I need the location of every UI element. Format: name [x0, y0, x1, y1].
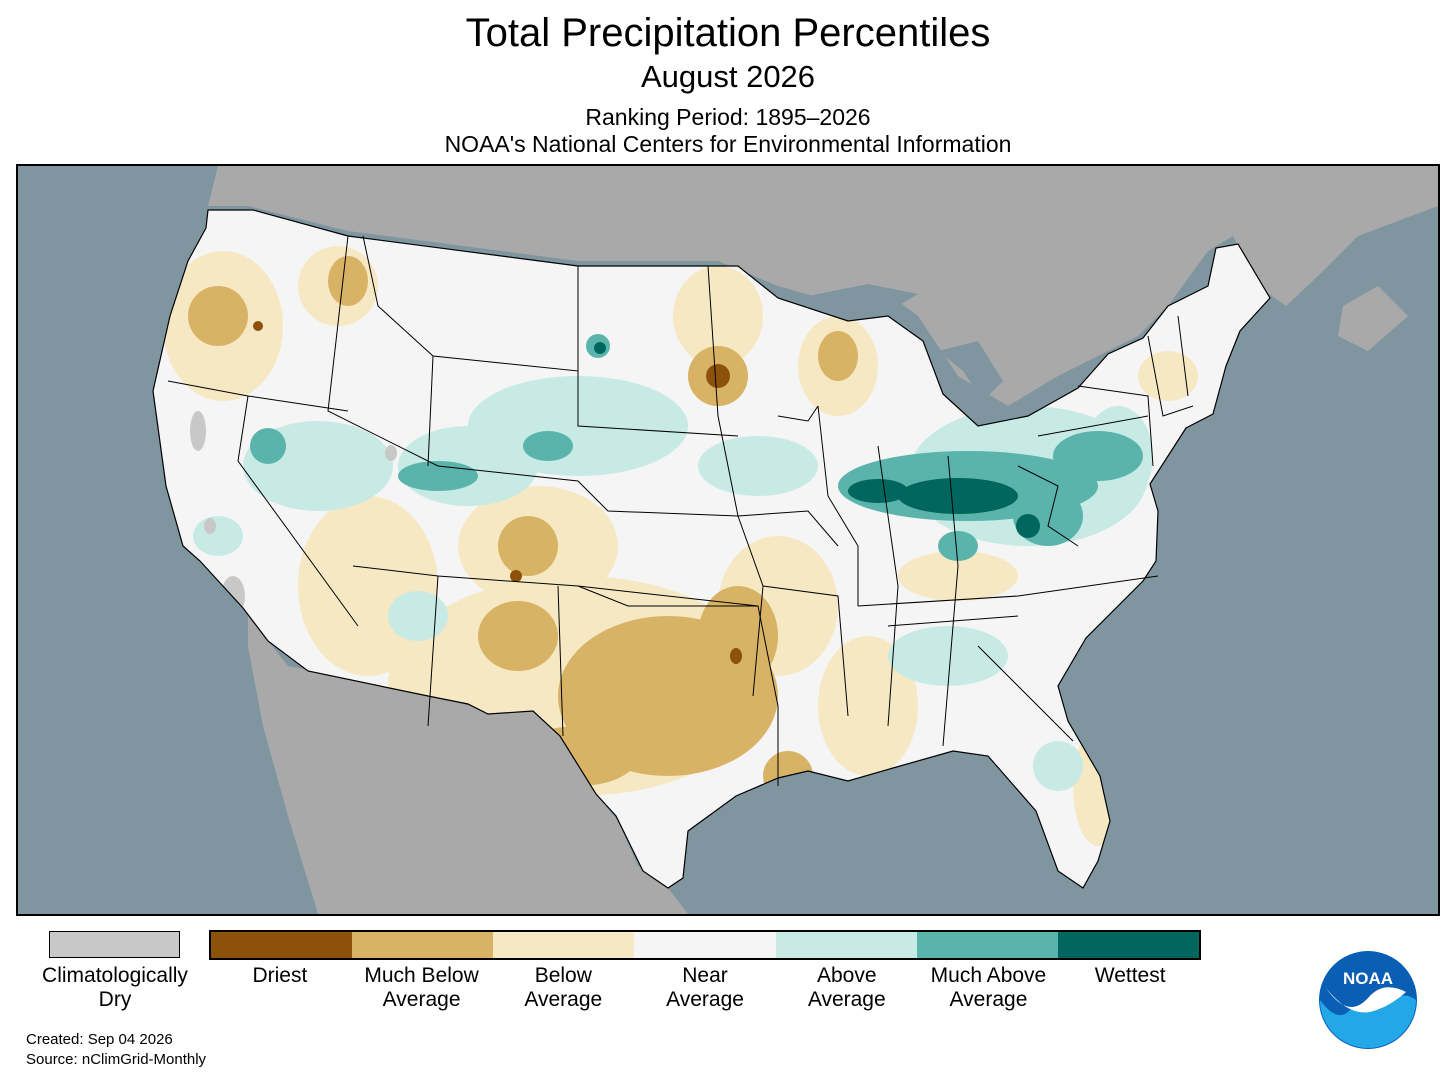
legend-color-scale [209, 930, 1201, 960]
legend-swatch-below [493, 932, 635, 958]
noaa-logo-text: NOAA [1343, 969, 1393, 988]
legend-swatch-near [634, 932, 776, 958]
lake-superior [808, 284, 918, 316]
legend-swatch-above [775, 932, 917, 958]
data-source: Source: nClimGrid-Monthly [26, 1051, 207, 1068]
map-title: Total Precipitation Percentiles [465, 11, 991, 55]
legend-dry-swatch [49, 931, 180, 958]
legend-swatch-much-above [916, 932, 1058, 958]
precipitation-map [16, 164, 1440, 916]
noaa-logo: NOAA [1318, 950, 1418, 1055]
legend-label-near: Near Average [666, 964, 744, 1011]
legend-label-much-above: Much Above Average [930, 964, 1047, 1011]
legend-label-much-below: Much Below Average [364, 964, 479, 1011]
legend-label-below: Below Average [524, 964, 603, 1011]
nova-scotia-land [1338, 286, 1408, 351]
legend-dry-label: Climatologically Dry [42, 964, 188, 1011]
mexico-land [248, 616, 688, 914]
created-date: Created: Sep 04 2026 [26, 1031, 173, 1048]
legend-label-driest: Driest [252, 964, 308, 987]
legend-swatch-driest [211, 932, 353, 958]
ranking-period: Ranking Period: 1895–2026 [585, 104, 871, 130]
legend-swatch-much-below [352, 932, 494, 958]
precip-categories [163, 246, 1198, 846]
state-boundaries [167, 235, 1194, 786]
lake-huron [938, 341, 1003, 401]
gulf-of-california [238, 636, 318, 914]
map-subtitle: August 2026 [640, 59, 816, 94]
legend-label-above: Above Average [807, 964, 886, 1011]
legend-labels: Driest Much Below Average Below Average Ne… [209, 964, 1201, 1012]
canada-land [18, 166, 1438, 406]
legend-swatch-wettest [1057, 932, 1199, 958]
organization: NOAA's National Centers for Environmenta… [444, 131, 1012, 157]
map-canvas [18, 166, 1438, 914]
legend-label-wettest: Wettest [1094, 964, 1166, 987]
